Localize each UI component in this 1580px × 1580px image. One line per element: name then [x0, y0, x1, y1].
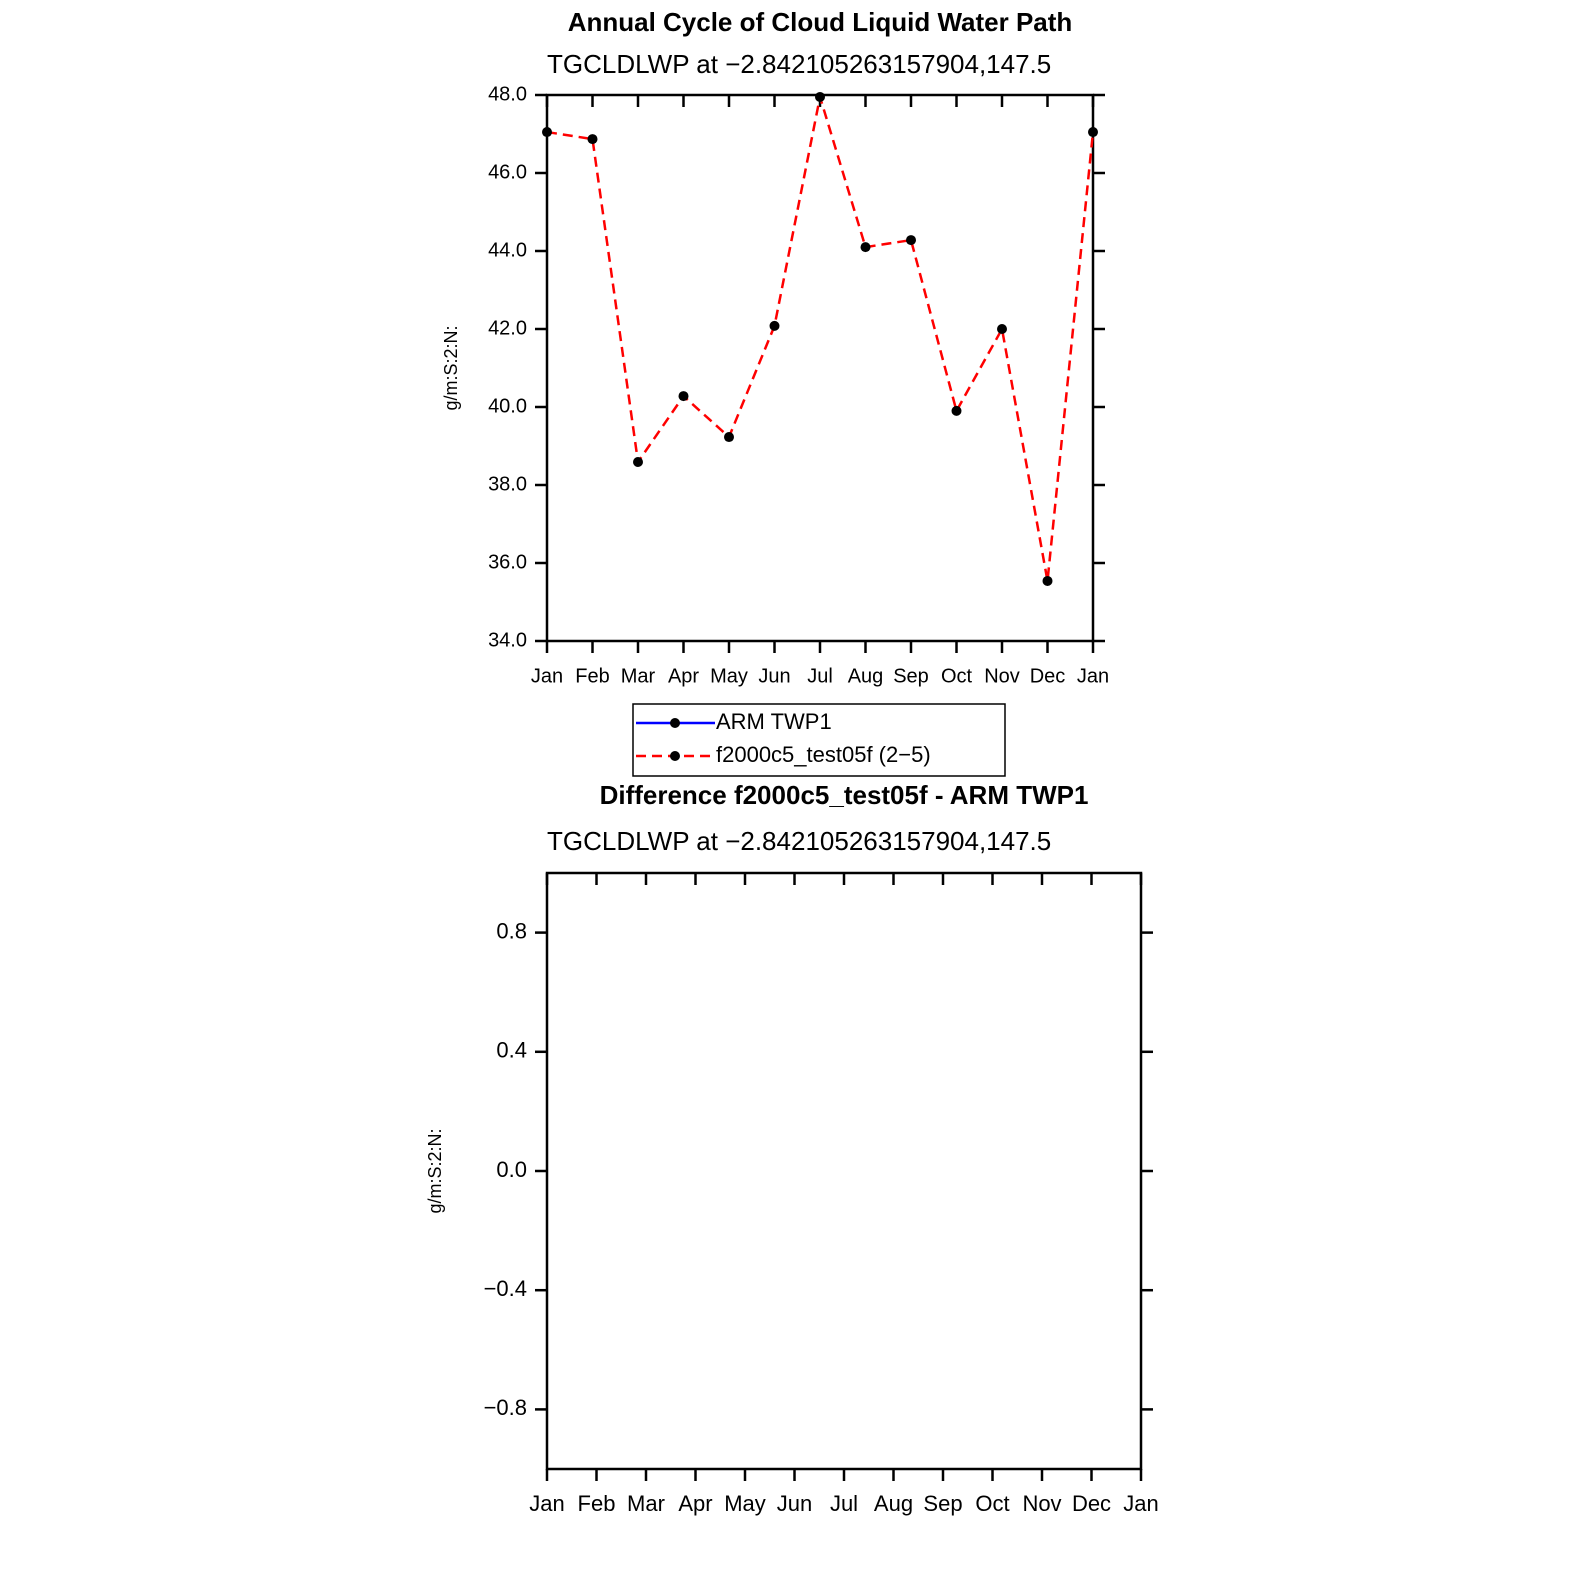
x-tick-label: Dec — [1072, 1491, 1111, 1516]
x-tick-label: Jan — [1123, 1491, 1158, 1516]
data-point — [1088, 127, 1098, 138]
x-tick-label: Aug — [848, 665, 884, 687]
y-tick-label: 36.0 — [488, 551, 527, 573]
plot-frame — [545, 93, 1095, 643]
series-line — [546, 96, 1095, 582]
x-tick-label: Feb — [575, 665, 609, 687]
legend-label: ARM TWP1 — [716, 709, 832, 734]
data-point — [951, 405, 962, 416]
x-tick-label: Mar — [621, 665, 656, 687]
x-tick-label: Jun — [777, 1491, 812, 1516]
y-axis-label: g/m:S:2:N: — [425, 1128, 445, 1213]
data-point — [769, 320, 780, 331]
y-tick-label: 34.0 — [488, 629, 527, 651]
x-tick-label: Mar — [627, 1491, 665, 1516]
x-tick-label: Jan — [1077, 665, 1109, 687]
x-tick-label: Oct — [975, 1491, 1009, 1516]
legend-label: f2000c5_test05f (2−5) — [716, 742, 931, 767]
y-tick-label: 44.0 — [488, 239, 527, 261]
y-tick-label: −0.8 — [484, 1395, 527, 1420]
data-point — [860, 242, 871, 253]
data-point — [906, 235, 916, 246]
x-tick-label: May — [710, 665, 748, 687]
x-tick-label: Nov — [1022, 1491, 1061, 1516]
y-tick-label: 42.0 — [488, 317, 527, 339]
x-tick-label: Dec — [1030, 665, 1066, 687]
data-point — [724, 432, 734, 443]
x-tick-label: Feb — [578, 1491, 616, 1516]
data-point — [633, 456, 643, 467]
plot-frame — [545, 871, 1143, 1471]
data-point — [1042, 575, 1053, 586]
data-point — [997, 324, 1007, 334]
data-point — [815, 91, 825, 102]
legend-marker — [670, 751, 680, 761]
x-tick-label: Jul — [830, 1491, 858, 1516]
legend-box — [632, 703, 1006, 777]
x-tick-label: Oct — [941, 665, 973, 687]
y-tick-label: 0.4 — [496, 1038, 527, 1063]
y-tick-label: 0.8 — [496, 918, 527, 943]
x-tick-label: Sep — [923, 1491, 962, 1516]
y-tick-label: 46.0 — [488, 161, 527, 183]
x-tick-label: Aug — [874, 1491, 913, 1516]
chart-title: Difference f2000c5_test05f - ARM TWP1 — [600, 780, 1089, 810]
y-tick-label: 48.0 — [488, 83, 527, 105]
x-tick-label: May — [724, 1491, 766, 1516]
chart-title: Annual Cycle of Cloud Liquid Water Path — [568, 7, 1073, 37]
x-tick-label: Jan — [531, 665, 563, 687]
x-tick-label: Apr — [678, 1491, 712, 1516]
y-tick-label: 38.0 — [488, 473, 527, 495]
y-tick-label: −0.4 — [484, 1276, 527, 1301]
data-point — [587, 134, 598, 145]
y-tick-label: 0.0 — [496, 1157, 527, 1182]
x-tick-label: Jun — [758, 665, 790, 687]
x-tick-label: Apr — [668, 665, 699, 687]
data-point — [678, 391, 689, 402]
x-tick-label: Jul — [807, 665, 833, 687]
chart-subtitle: TGCLDLWP at −2.842105263157904,147.5 — [547, 49, 1051, 79]
x-tick-label: Jan — [529, 1491, 564, 1516]
y-tick-label: 40.0 — [488, 395, 527, 417]
chart-subtitle: TGCLDLWP at −2.842105263157904,147.5 — [547, 826, 1051, 856]
data-point — [542, 127, 552, 138]
legend-marker — [670, 718, 680, 728]
x-tick-label: Nov — [984, 665, 1020, 687]
y-axis-label: g/m:S:2:N: — [441, 325, 461, 410]
x-tick-label: Sep — [893, 665, 929, 687]
